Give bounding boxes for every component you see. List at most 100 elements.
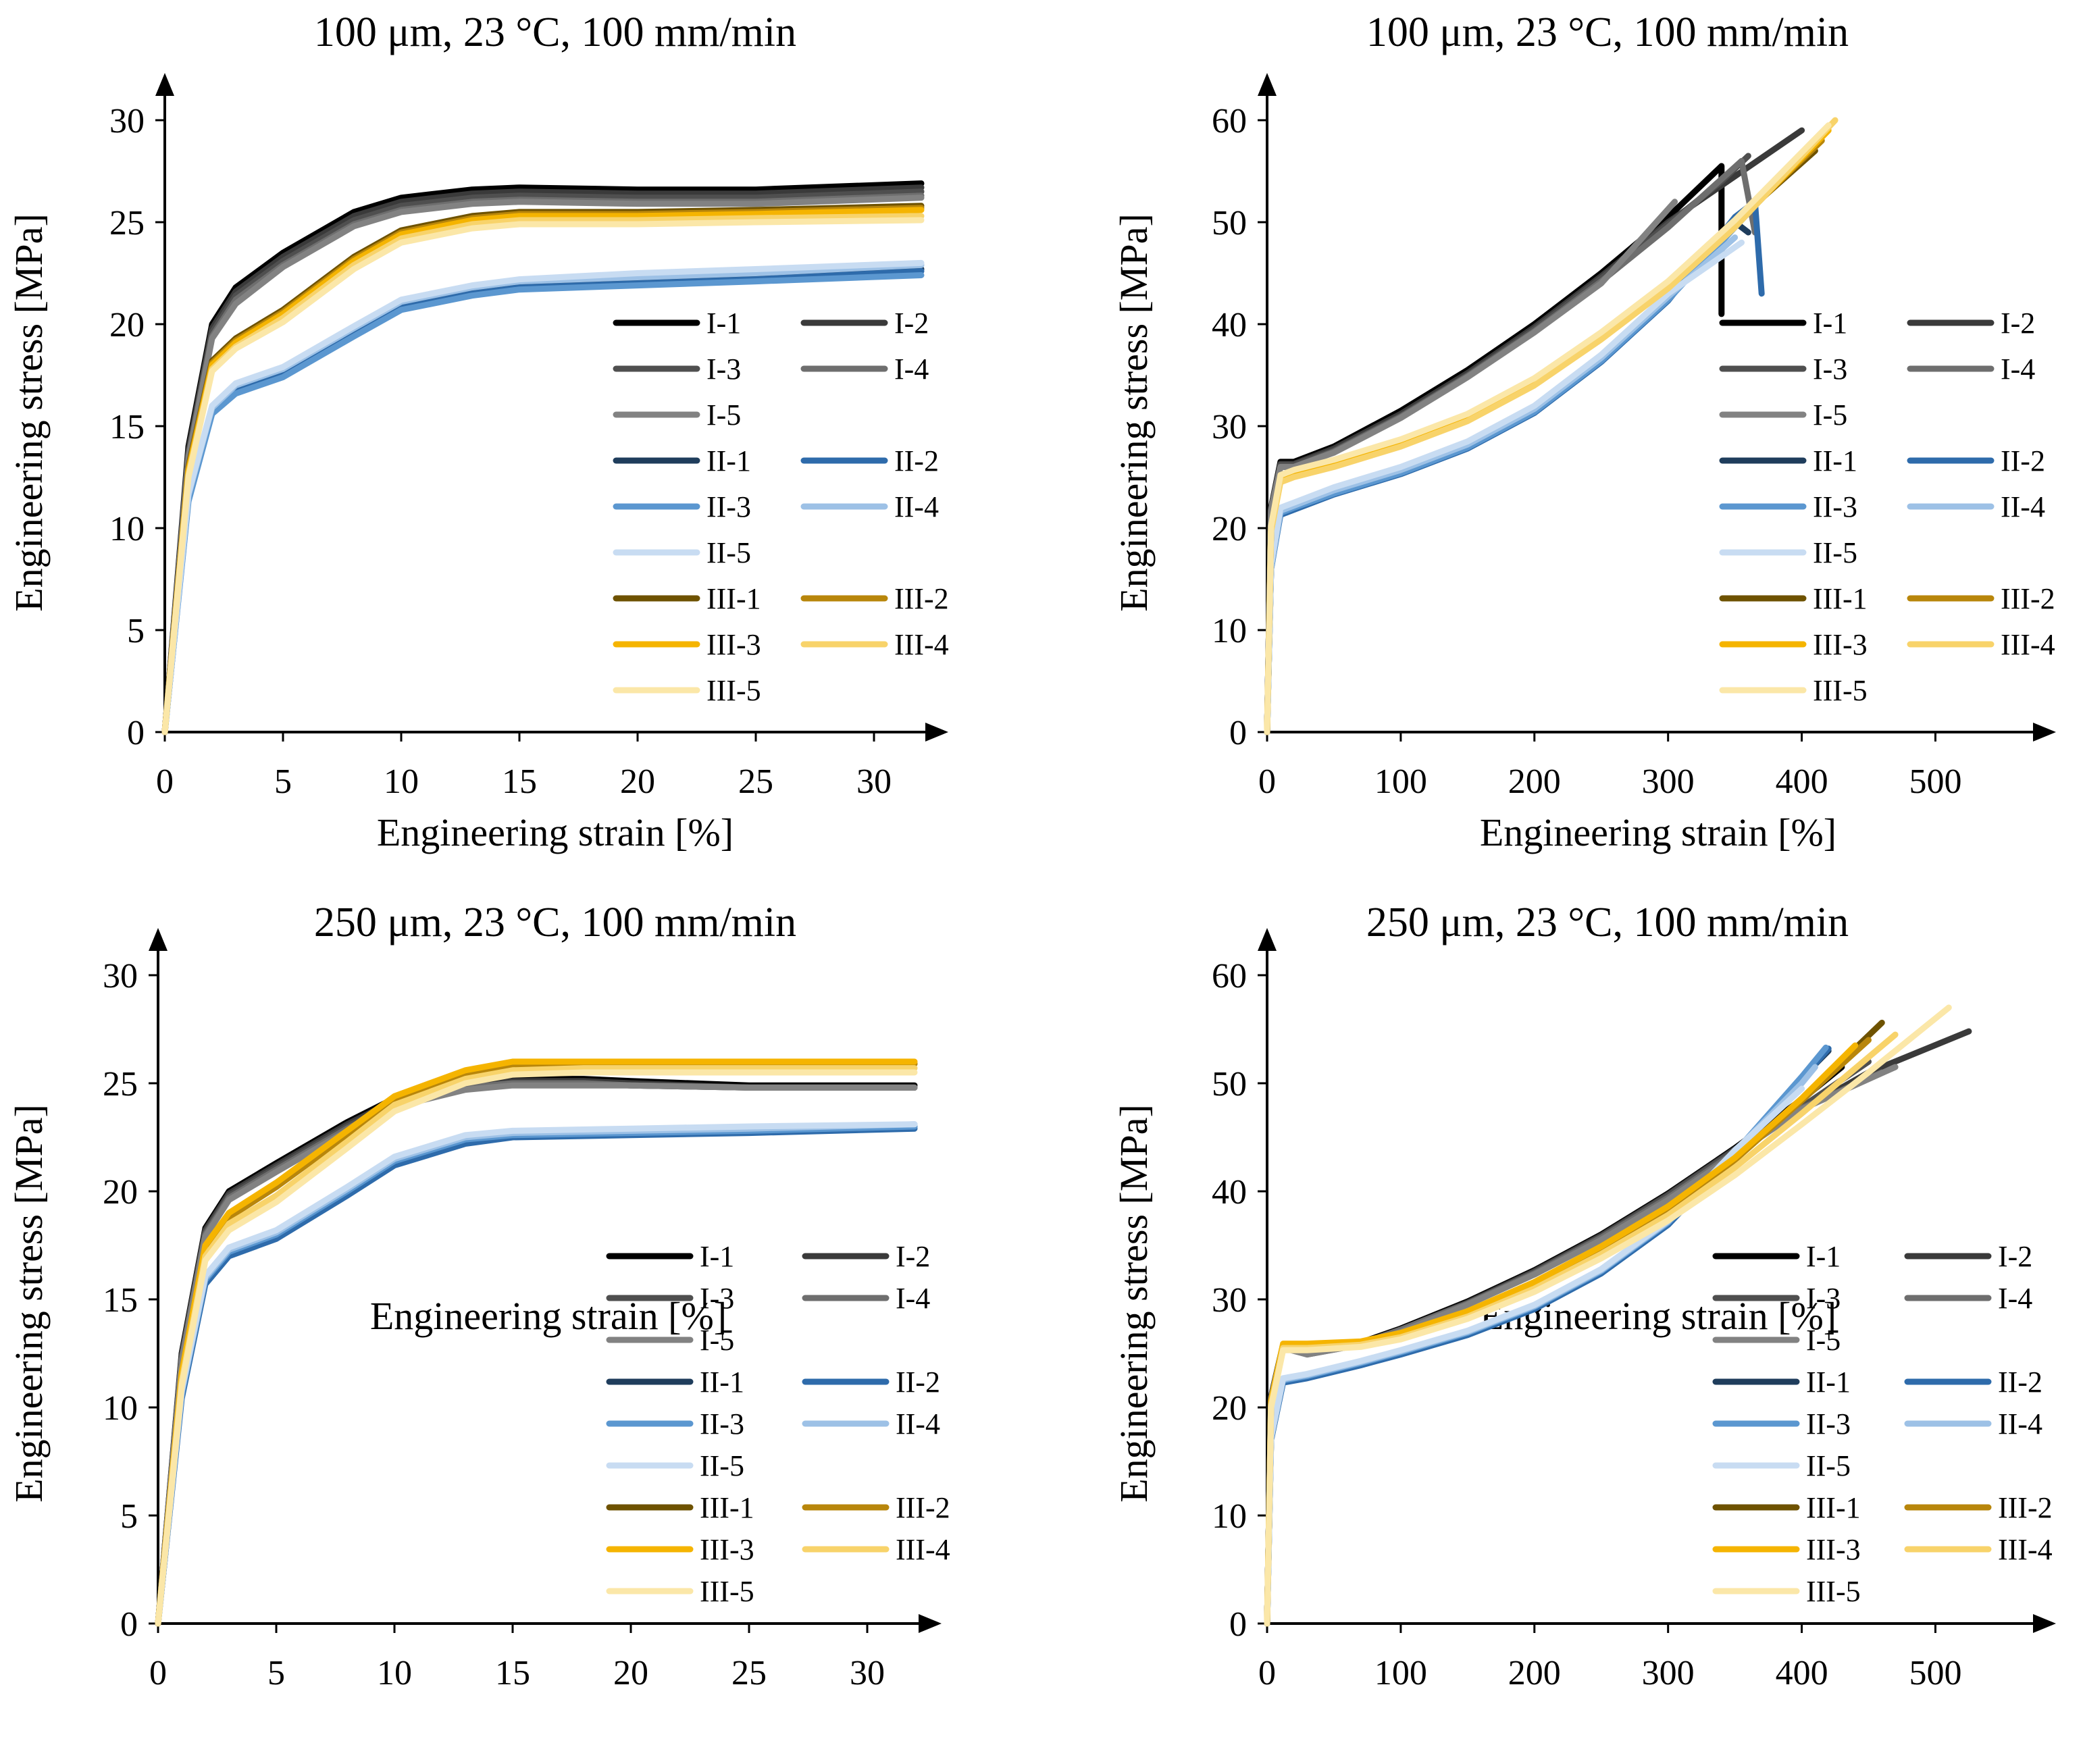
series-group	[161, 180, 925, 735]
series-line-II-2	[161, 268, 925, 735]
legend-label: II-3	[1806, 1407, 1851, 1441]
chart-title: 100 μm, 23 °C, 100 mm/min	[314, 9, 796, 55]
y-tick-label: 20	[103, 1173, 138, 1212]
legend-item-III-2: III-2	[802, 1491, 950, 1524]
legend: I-1 I-2 I-3 I-4 I-5 II-1 II-2 II-3 II-4 II-5 III-1…	[1719, 307, 2055, 707]
legend-item-III-3: III-3	[1719, 628, 1868, 661]
chart-1: 100 μm, 23 °C, 100 mm/min 0 5 10 15 20 25 30 0 5 1…	[7, 9, 949, 854]
legend-label: III-3	[700, 1533, 754, 1566]
y-tick-label: 40	[1212, 306, 1247, 344]
x-tick-label: 5	[267, 1654, 285, 1692]
y-tick-label: 20	[1212, 510, 1247, 548]
legend-label: I-3	[706, 353, 741, 386]
legend-label: II-2	[2001, 444, 2045, 477]
y-tick-label: 30	[1212, 1281, 1247, 1320]
x-tick-label: 500	[1909, 762, 1961, 801]
y-tick-label: 50	[1212, 204, 1247, 242]
series-line-III-5	[1264, 1004, 1952, 1627]
legend-item-III-5: III-5	[1719, 674, 1868, 707]
y-tick-label: 10	[109, 510, 145, 548]
legend-label: III-4	[2001, 628, 2055, 661]
legend-item-I-2: I-2	[1907, 307, 2035, 340]
legend-item-I-5: I-5	[606, 1324, 734, 1357]
y-tick-label: 40	[1212, 1173, 1247, 1212]
legend-item-I-2: I-2	[1904, 1240, 2032, 1273]
series-line-III-5	[161, 217, 925, 735]
x-tick-label: 200	[1508, 1654, 1561, 1692]
y-tick-label: 0	[127, 714, 145, 752]
legend: I-1 I-2 I-3 I-4 I-5 II-1 II-2 II-3 II-4 II-5 III-1…	[613, 307, 949, 707]
legend-item-III-4: III-4	[1907, 628, 2055, 661]
legend-item-II-2: II-2	[1907, 444, 2045, 477]
x-tick-label: 5	[274, 762, 292, 801]
legend-label: II-1	[1813, 444, 1857, 477]
legend-label: II-2	[896, 1366, 940, 1399]
legend-item-I-4: I-4	[1904, 1282, 2032, 1315]
legend-label: II-1	[1806, 1366, 1851, 1399]
legend-label: II-1	[700, 1366, 744, 1399]
x-tick-label: 300	[1642, 762, 1695, 801]
legend-label: III-3	[1806, 1533, 1861, 1566]
legend-item-I-4: I-4	[800, 353, 929, 386]
y-tick-label: 10	[1212, 1497, 1247, 1536]
legend-label: III-1	[1813, 582, 1868, 615]
legend-item-III-1: III-1	[606, 1491, 754, 1524]
legend-label: III-5	[1806, 1575, 1861, 1608]
legend-label: I-4	[896, 1282, 930, 1315]
legend-item-I-1: I-1	[1712, 1240, 1841, 1273]
legend-label: III-2	[894, 582, 949, 615]
legend-label: II-5	[1806, 1449, 1851, 1482]
y-axis-arrow	[1258, 73, 1277, 96]
y-tick-label: 10	[103, 1389, 138, 1428]
legend-label: II-5	[700, 1449, 744, 1482]
legend-item-III-4: III-4	[802, 1533, 950, 1566]
chart-title: 250 μm, 23 °C, 100 mm/min	[1366, 900, 1849, 945]
legend-item-II-2: II-2	[802, 1366, 940, 1399]
legend-label: I-1	[1813, 307, 1847, 340]
x-axis-label: Engineering strain [%]	[370, 1294, 727, 1338]
legend-item-II-4: II-4	[1907, 490, 2045, 523]
legend-label: III-1	[1806, 1491, 1861, 1524]
series-line-III-3	[1264, 1042, 1859, 1627]
legend-item-III-2: III-2	[1904, 1491, 2053, 1524]
legend-item-I-4: I-4	[1907, 353, 2035, 386]
legend-item-III-5: III-5	[613, 674, 761, 707]
series-group	[155, 1058, 918, 1627]
legend-label: III-1	[700, 1491, 754, 1524]
x-axis-arrow	[925, 723, 948, 742]
legend-item-III-3: III-3	[1712, 1533, 1861, 1566]
legend-label: II-2	[894, 444, 939, 477]
y-tick-label: 0	[1229, 714, 1247, 752]
legend-label: II-3	[1813, 490, 1857, 523]
series-line-I-5	[161, 194, 925, 735]
legend-label: II-4	[894, 490, 939, 523]
series-line-II-1	[161, 266, 925, 735]
x-tick-label: 100	[1374, 1654, 1427, 1692]
series-line-III-4	[1264, 117, 1838, 735]
legend-label: III-5	[706, 674, 761, 707]
legend-label: II-1	[706, 444, 751, 477]
y-tick-label: 20	[109, 306, 145, 344]
legend-item-II-1: II-1	[606, 1366, 744, 1399]
legend-item-I-4: I-4	[802, 1282, 930, 1315]
x-axis-label: Engineering strain [%]	[1480, 810, 1836, 854]
y-tick-label: 5	[120, 1497, 138, 1536]
y-tick-label: 30	[109, 102, 145, 140]
legend-label: I-2	[2001, 307, 2035, 340]
series-line-III-4	[161, 213, 925, 735]
series-line-III-4	[155, 1065, 918, 1627]
legend-item-II-5: II-5	[1712, 1449, 1851, 1482]
legend-label: I-3	[1806, 1282, 1841, 1315]
chart-title: 250 μm, 23 °C, 100 mm/min	[314, 900, 796, 945]
x-axis-label: Engineering strain [%]	[377, 810, 734, 854]
legend-label: I-4	[2001, 353, 2035, 386]
legend-item-III-5: III-5	[606, 1575, 754, 1608]
legend-label: I-1	[1806, 1240, 1841, 1273]
y-tick-label: 25	[103, 1065, 138, 1104]
legend-item-III-2: III-2	[800, 582, 949, 615]
y-tick-label: 0	[120, 1605, 138, 1644]
legend-label: III-3	[706, 628, 761, 661]
legend-item-I-5: I-5	[1712, 1324, 1841, 1357]
